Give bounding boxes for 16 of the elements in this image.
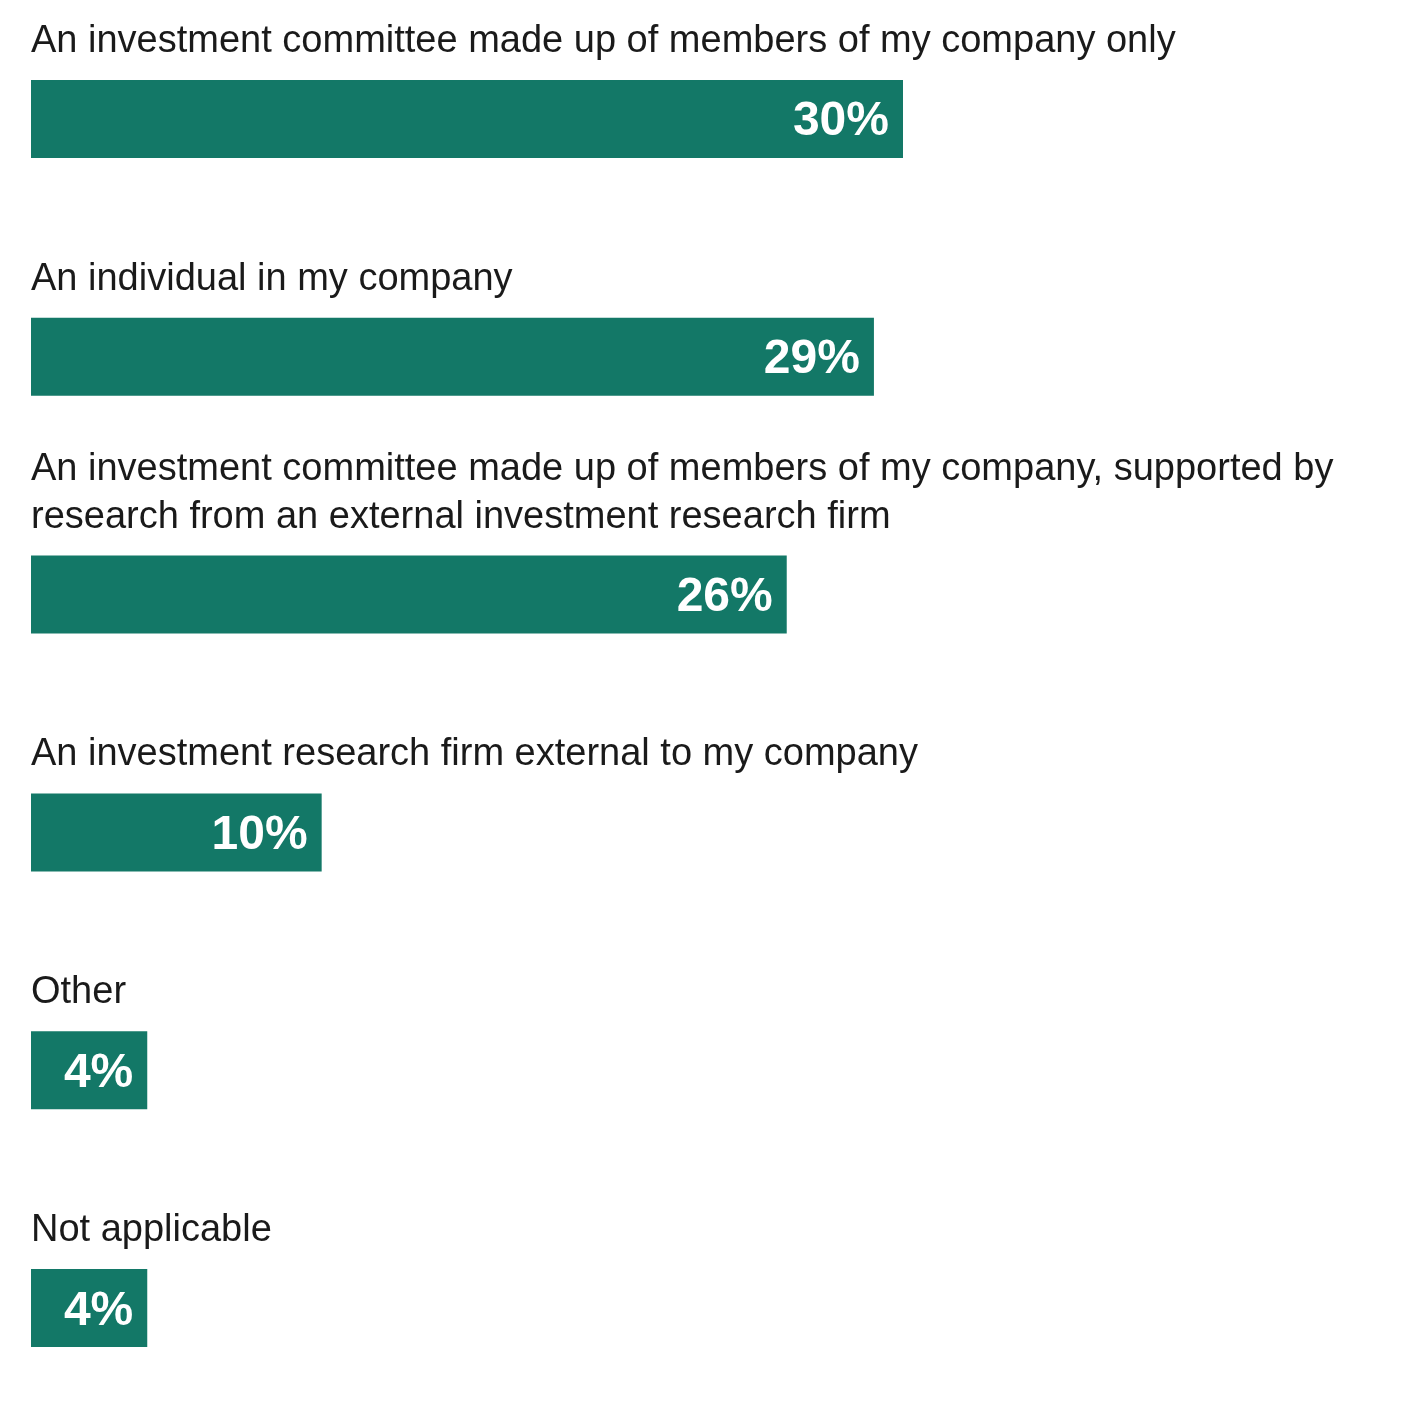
bar xyxy=(31,79,903,158)
data-label: 4% xyxy=(63,1281,134,1335)
y-tick-label: An individual in my company xyxy=(31,255,513,298)
y-tick-label: An investment research firm external to my company xyxy=(31,731,919,774)
y-tick-label: Other xyxy=(31,969,127,1012)
data-label: 29% xyxy=(763,330,860,384)
data-label: 26% xyxy=(676,568,773,622)
y-tick-label: An investment committee made up of members of my company only xyxy=(31,17,1176,60)
bar xyxy=(31,555,787,634)
bar xyxy=(31,793,322,872)
data-label: 4% xyxy=(63,1043,134,1097)
data-label: 10% xyxy=(211,805,308,859)
data-label: 30% xyxy=(792,92,889,146)
bar xyxy=(31,317,874,396)
y-tick-label: Not applicable xyxy=(31,1207,272,1250)
y-tick-label: An investment committee made up of members of my company, supported by research from an external investment research firm xyxy=(31,445,1344,536)
